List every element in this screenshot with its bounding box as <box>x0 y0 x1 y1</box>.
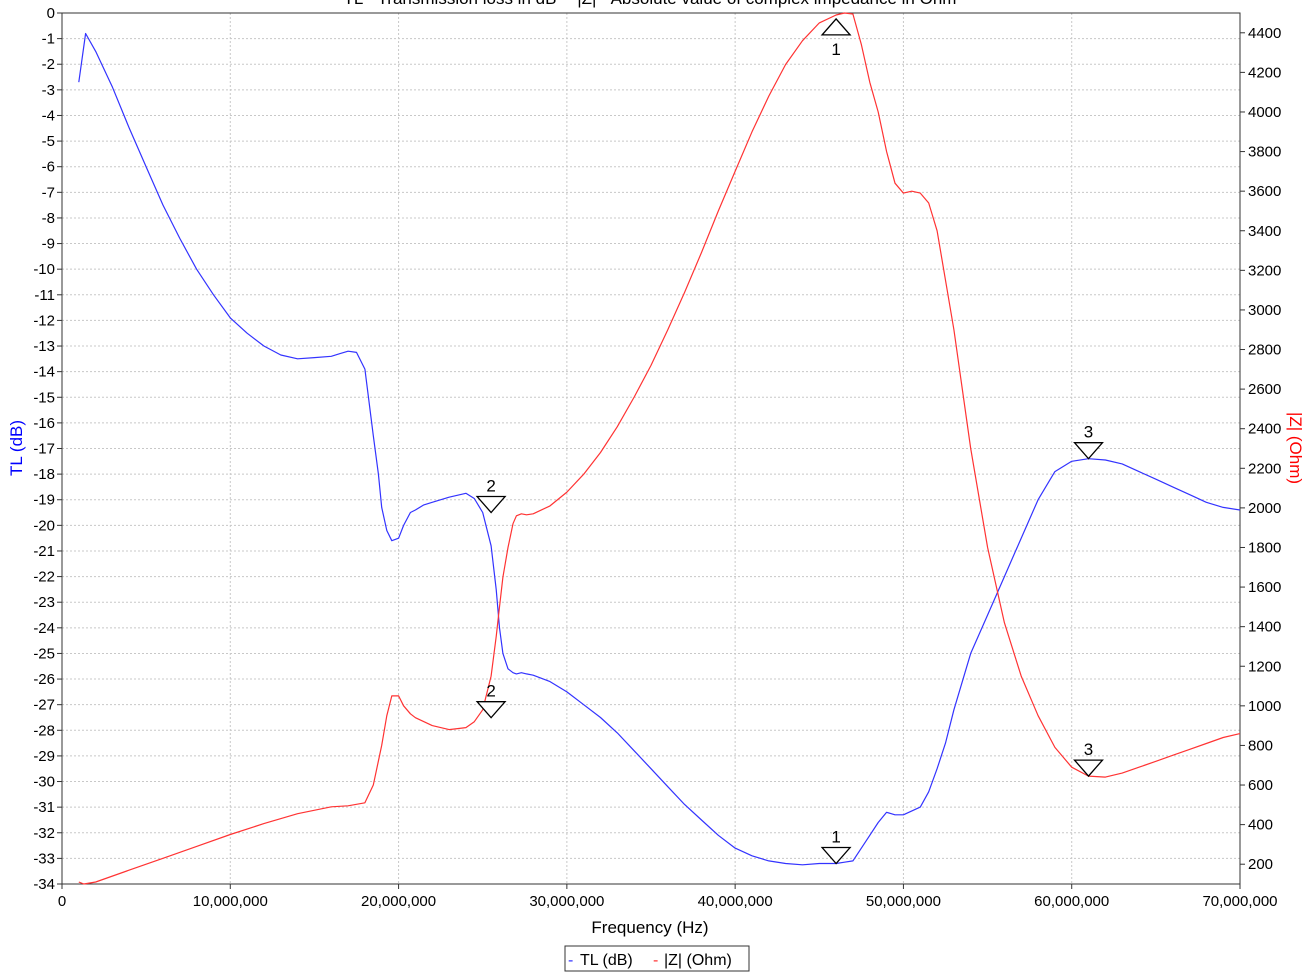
x-tick-label: 60,000,000 <box>1034 893 1109 910</box>
marker-label: 3 <box>1084 740 1093 759</box>
legend-separator-1: - <box>568 952 573 969</box>
y-right-tick-label: 4000 <box>1248 104 1281 121</box>
y-right-tick-label: 2600 <box>1248 381 1281 398</box>
legend: - TL (dB) - |Z| (Ohm) <box>564 945 750 972</box>
marker-triangle <box>1073 759 1104 778</box>
marker-label: 3 <box>1084 423 1093 442</box>
y-right-tick-label: 2800 <box>1248 342 1281 359</box>
y-right-tick-label: 1200 <box>1248 658 1281 675</box>
marker-triangle <box>475 495 507 514</box>
y-left-tick-label: -17 <box>33 441 55 458</box>
y-left-tick-label: -19 <box>33 492 55 509</box>
y-left-axis-ticks: 0 -1 -2 -3 -4 -5 -6 -7 -8 -9 -10 -11 -12 -13 -14 -15 -16… <box>33 5 62 893</box>
marker-label: 1 <box>831 828 840 847</box>
x-tick-label: 40,000,000 <box>698 893 773 910</box>
y-left-tick-label: -12 <box>33 312 55 329</box>
y-left-tick-label: -22 <box>33 569 55 586</box>
y-left-tick-label: -7 <box>42 184 55 201</box>
y-right-tick-label: 3000 <box>1248 302 1281 319</box>
x-tick-label: 0 <box>58 893 66 910</box>
y-right-axis-title: |Z| (Ohm) <box>1286 412 1305 484</box>
y-left-tick-label: -10 <box>33 261 55 278</box>
legend-box <box>564 945 750 972</box>
x-tick-label: 30,000,000 <box>529 893 604 910</box>
y-right-axis-ticks: 200 400 600 800 1000 1200 1400 1600 1800 2000 2200… <box>1240 25 1281 873</box>
y-right-tick-label: 400 <box>1248 817 1273 834</box>
legend-entry-tl: TL (dB) <box>580 952 633 969</box>
y-left-tick-label: -24 <box>33 620 55 637</box>
impedance-series-line <box>78 12 1241 885</box>
markers: 1 2 3 1 2 3 <box>475 17 1104 865</box>
y-left-tick-label: -31 <box>33 799 55 816</box>
y-left-tick-label: -16 <box>33 415 55 432</box>
y-right-tick-label: 3400 <box>1248 223 1281 240</box>
marker-label: 1 <box>831 40 840 59</box>
y-right-tick-label: 1400 <box>1248 619 1281 636</box>
y-left-tick-label: -26 <box>33 671 55 688</box>
y-right-tick-label: 600 <box>1248 777 1273 794</box>
y-right-tick-label: 1000 <box>1248 698 1281 715</box>
marker-triangle <box>475 701 507 719</box>
y-left-tick-label: -25 <box>33 645 55 662</box>
y-left-tick-label: -28 <box>33 722 55 739</box>
y-right-tick-label: 4400 <box>1248 25 1281 42</box>
x-tick-label: 10,000,000 <box>193 893 268 910</box>
tl-series-line <box>78 32 1241 866</box>
series-lines <box>78 12 1241 885</box>
x-axis-ticks: 0 10,000,000 20,000,000 30,000,000 40,000,00… <box>58 884 1278 910</box>
y-left-tick-label: -4 <box>42 107 55 124</box>
grid <box>61 12 1241 885</box>
legend-separator-2: - <box>653 952 658 969</box>
y-right-tick-label: 1800 <box>1248 539 1281 556</box>
marker-triangle <box>820 17 852 36</box>
y-left-tick-label: -33 <box>33 850 55 867</box>
y-left-axis-title: TL (dB) <box>7 420 26 476</box>
marker-label: 2 <box>486 477 495 496</box>
y-left-tick-label: -11 <box>34 287 55 304</box>
y-left-tick-label: -27 <box>33 697 55 714</box>
y-left-tick-label: -18 <box>33 466 55 483</box>
y-left-tick-label: -1 <box>42 31 55 48</box>
y-right-tick-label: 4200 <box>1248 64 1281 81</box>
y-left-tick-label: -15 <box>33 389 55 406</box>
y-right-tick-label: 2200 <box>1248 460 1281 477</box>
y-right-tick-label: 3200 <box>1248 262 1281 279</box>
y-left-tick-label: -9 <box>42 236 55 253</box>
y-right-tick-label: 2000 <box>1248 500 1281 517</box>
legend-entry-z: |Z| (Ohm) <box>664 952 732 969</box>
y-right-tick-label: 200 <box>1248 856 1273 873</box>
y-left-tick-label: -23 <box>33 594 55 611</box>
y-left-tick-label: -21 <box>33 543 55 560</box>
y-left-tick-label: -20 <box>33 517 55 534</box>
x-tick-label: 50,000,000 <box>866 893 941 910</box>
y-right-tick-label: 3800 <box>1248 144 1281 161</box>
y-right-tick-label: 1600 <box>1248 579 1281 596</box>
y-left-tick-label: -34 <box>33 876 55 893</box>
y-left-tick-label: -3 <box>42 82 55 99</box>
chart-title: TL - Transmission loss in dB -- |Z| - Ab… <box>344 0 957 8</box>
y-left-tick-label: -29 <box>33 748 55 765</box>
y-left-tick-label: -13 <box>33 338 55 355</box>
y-left-tick-label: -32 <box>33 825 55 842</box>
y-left-tick-label: -6 <box>42 159 55 176</box>
y-right-tick-label: 800 <box>1248 737 1273 754</box>
x-tick-label: 20,000,000 <box>361 893 436 910</box>
x-tick-label: 70,000,000 <box>1202 893 1277 910</box>
y-left-tick-label: -5 <box>42 133 55 150</box>
y-left-tick-label: -30 <box>33 774 55 791</box>
y-left-tick-label: -14 <box>33 364 55 381</box>
marker-label: 2 <box>486 682 495 701</box>
x-axis-title: Frequency (Hz) <box>591 918 708 937</box>
y-right-tick-label: 3600 <box>1248 183 1281 200</box>
y-left-tick-label: -8 <box>42 210 55 227</box>
y-left-tick-label: -2 <box>42 56 55 73</box>
marker-triangle <box>1073 442 1104 460</box>
marker-triangle <box>820 846 852 865</box>
y-right-tick-label: 2400 <box>1248 421 1281 438</box>
y-left-tick-label: 0 <box>47 5 55 22</box>
